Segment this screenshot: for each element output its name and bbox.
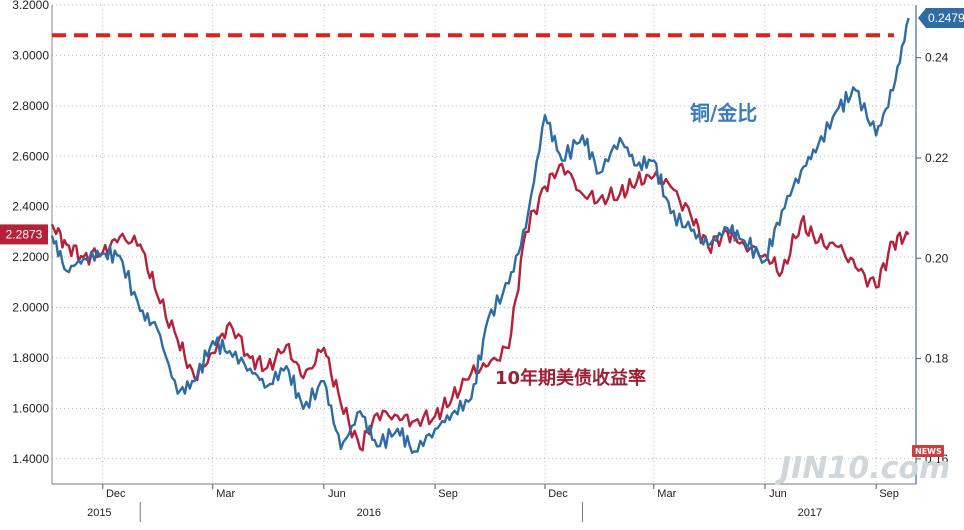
year-label: 2015 — [87, 507, 111, 519]
left-tick-label: 1.6000 — [12, 401, 49, 415]
series-line-copper-gold-ratio — [50, 17, 910, 454]
year-label: 2016 — [357, 507, 381, 519]
badge-treasury-yield-label: 2.2873 — [6, 227, 43, 241]
annotation-copper-gold: 铜/金比 — [690, 101, 757, 125]
right-tick-label: 0.18 — [925, 352, 949, 366]
watermark: JIN10.com NEWS — [775, 445, 950, 486]
left-tick-label: 2.0000 — [12, 301, 49, 315]
gridlines — [52, 4, 916, 484]
x-tick-label: Dec — [106, 488, 126, 500]
x-tick-label: Sep — [879, 488, 899, 500]
left-tick-label: 1.4000 — [12, 452, 49, 466]
x-tick-label: Sep — [438, 488, 458, 500]
badge-copper-gold — [918, 8, 964, 29]
year-label: 2017 — [798, 507, 822, 519]
watermark-news-tag: NEWS — [915, 447, 942, 456]
x-tick-label: Jun — [328, 488, 346, 500]
left-tick-label: 2.2000 — [12, 250, 49, 264]
x-tick-label: Mar — [216, 488, 235, 500]
annotation-treasury-yield: 10年期美债收益率 — [495, 367, 646, 389]
left-tick-label: 1.8000 — [12, 351, 49, 365]
x-tick-label: Dec — [548, 488, 568, 500]
axes — [51, 5, 921, 522]
tick-labels: 1.4000 1.6000 1.8000 2.0000 2.2000 2.4000 2.60… — [12, 0, 948, 519]
right-tick-label: 0.24 — [925, 51, 949, 65]
right-tick-label: 0.20 — [925, 251, 949, 265]
left-tick-label: 2.4000 — [12, 200, 49, 214]
badge-treasury-yield — [0, 224, 48, 245]
left-tick-label: 3.0000 — [12, 48, 49, 62]
badge-copper-gold-label: 0.2479 — [928, 11, 964, 25]
right-tick-label: 0.22 — [925, 151, 949, 165]
last-value-badges: 2.2873 0.2479 — [0, 8, 964, 245]
left-tick-label: 3.2000 — [12, 0, 49, 12]
x-tick-label: Jun — [769, 488, 787, 500]
left-tick-label: 2.8000 — [12, 99, 49, 113]
left-tick-label: 2.6000 — [12, 149, 49, 163]
series-lines — [50, 17, 910, 454]
x-tick-label: Mar — [657, 488, 676, 500]
